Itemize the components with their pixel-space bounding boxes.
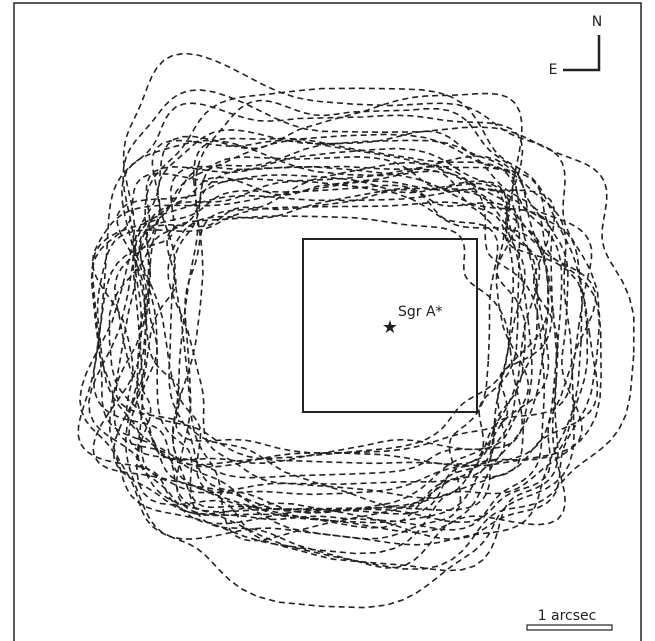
orbit-loop [91,133,583,468]
orbit-loop [157,129,550,514]
orbit-loop [115,170,526,509]
orbit-loop [77,165,567,534]
compass-east: E [549,62,558,78]
orbit-loop [173,155,533,542]
orbit-loop [87,89,635,570]
orbit-loop [96,201,541,512]
orbit-loop [92,102,524,529]
scale-bar-label: 1 arcsec [538,608,597,624]
star-marker: ★ [382,317,398,338]
compass [563,35,601,72]
orbit-loops [77,52,635,609]
orbit-loop [172,137,563,524]
orbit-loop [113,180,597,525]
orbit-loop [140,139,593,466]
source-label: Sgr A* [398,304,443,320]
orbit-loop [90,172,526,515]
orbit-loop [92,147,589,500]
orbit-loop [139,188,499,540]
scale-bar [526,624,613,631]
orbit-loop [176,161,546,531]
orbit-loop [108,139,575,609]
field-box [302,238,478,413]
orbit-loop [132,92,559,572]
orbit-loop [134,187,599,513]
compass-north: N [592,14,602,30]
orbit-loop [128,215,524,479]
orbit-loop [108,165,530,465]
orbit-loop [138,184,521,496]
orbit-loop [116,165,556,454]
orbit-loop [79,52,602,555]
